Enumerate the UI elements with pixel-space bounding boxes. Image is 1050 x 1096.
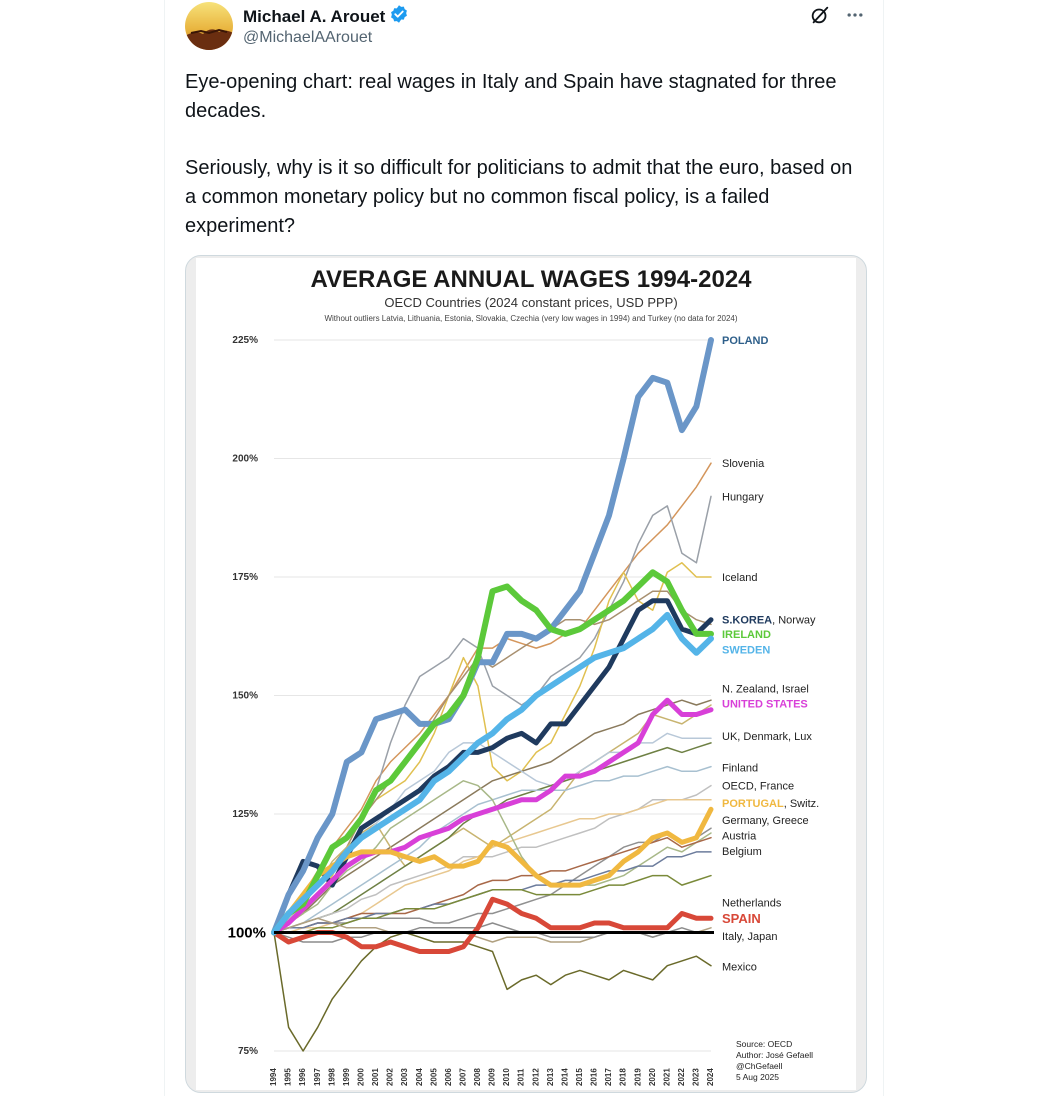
chart-note: Without outliers Latvia, Lithuania, Esto… <box>324 314 737 323</box>
avatar[interactable] <box>185 2 233 50</box>
source-line: Source: OECD <box>736 1039 792 1049</box>
tweet-text: Eye-opening chart: real wages in Italy a… <box>185 68 865 269</box>
grok-icon[interactable] <box>809 4 831 31</box>
series-line-spain <box>271 896 714 954</box>
series-label: IRELAND <box>722 629 771 641</box>
series-label: SWEDEN <box>722 645 770 657</box>
author-name-row: Michael A. Arouet <box>243 4 409 29</box>
series-label: S.KOREA, Norway <box>722 615 816 627</box>
source-line: 5 Aug 2025 <box>736 1072 779 1082</box>
more-icon[interactable] <box>845 5 865 30</box>
x-tick-label: 2004 <box>415 1068 424 1086</box>
series-label-suffix: , Norway <box>772 615 816 627</box>
tweet-paragraph-2: Seriously, why is it so difficult for po… <box>185 157 853 237</box>
y-tick-label: 100% <box>228 925 266 942</box>
x-tick-label: 2003 <box>400 1068 409 1086</box>
x-tick-label: 2012 <box>531 1068 540 1086</box>
author-name[interactable]: Michael A. Arouet <box>243 6 386 26</box>
x-tick-label: 2001 <box>371 1068 380 1086</box>
x-tick-label: 2006 <box>444 1068 453 1086</box>
x-tick-label: 2018 <box>619 1068 628 1086</box>
series-label: Austria <box>722 830 757 842</box>
series-label: Germany, Greece <box>722 815 809 827</box>
series-line-poland <box>271 337 714 936</box>
x-tick-label: 2022 <box>677 1068 686 1086</box>
series-line-ireland <box>271 569 714 936</box>
y-tick-label: 125% <box>232 809 258 820</box>
x-tick-label: 2010 <box>502 1068 511 1086</box>
series-line-netherlands <box>273 874 712 934</box>
x-tick-label: 2020 <box>648 1068 657 1086</box>
x-tick-label: 2007 <box>458 1068 467 1086</box>
tweet-media-chart[interactable]: AVERAGE ANNUAL WAGES 1994-2024 OECD Coun… <box>185 255 867 1093</box>
x-tick-label: 2021 <box>662 1068 671 1086</box>
series-label: Belgium <box>722 846 762 858</box>
author-handle[interactable]: @MichaelAArouet <box>243 29 373 46</box>
series-line-united-states <box>271 697 714 935</box>
y-tick-label: 225% <box>232 335 258 346</box>
x-tick-label: 2008 <box>473 1068 482 1086</box>
series-line-sweden <box>271 611 714 936</box>
chart-series-labels: POLAND Slovenia Hungary Iceland S.KOREA, Nor… <box>722 335 819 974</box>
x-tick-label: 1998 <box>327 1068 336 1086</box>
x-tick-label: 2009 <box>488 1068 497 1086</box>
tweet: Michael A. Arouet @MichaelAArouet Eye-op… <box>164 0 884 1096</box>
y-tick-label: 175% <box>232 572 258 583</box>
series-label: Slovenia <box>722 458 765 470</box>
x-tick-label: 2002 <box>386 1068 395 1086</box>
series-line-n-zealand <box>273 699 712 934</box>
series-label: Mexico <box>722 962 757 974</box>
x-tick-label: 2024 <box>706 1068 715 1086</box>
y-tick-label: 75% <box>238 1046 258 1057</box>
x-tick-label: 1999 <box>342 1068 351 1086</box>
series-label: UNITED STATES <box>722 699 808 711</box>
verified-badge-icon <box>389 4 409 29</box>
chart: AVERAGE ANNUAL WAGES 1994-2024 OECD Coun… <box>196 258 856 1090</box>
source-line: @ChGefaell <box>736 1061 783 1071</box>
x-tick-label: 1994 <box>269 1068 278 1086</box>
x-tick-label: 2023 <box>692 1068 701 1086</box>
chart-y-ticks: 225% 200% 175% 150% 125% 100% 75% <box>228 335 266 1057</box>
x-tick-label: 2019 <box>633 1068 642 1086</box>
series-label: Hungary <box>722 491 764 503</box>
x-tick-label: 1996 <box>298 1068 307 1086</box>
tweet-paragraph-1: Eye-opening chart: real wages in Italy a… <box>185 71 837 122</box>
x-tick-label: 2005 <box>429 1068 438 1086</box>
x-tick-label: 2000 <box>357 1068 366 1086</box>
x-tick-label: 2013 <box>546 1068 555 1086</box>
series-label-suffix: , Switz. <box>784 798 819 810</box>
series-label: Netherlands <box>722 898 782 910</box>
x-tick-label: 2014 <box>560 1068 569 1086</box>
y-tick-label: 200% <box>232 454 258 465</box>
series-label: Iceland <box>722 572 757 584</box>
tweet-actions-top <box>809 4 865 31</box>
chart-subtitle: OECD Countries (2024 constant prices, US… <box>384 295 677 310</box>
x-tick-label: 2016 <box>590 1068 599 1086</box>
series-label: N. Zealand, Israel <box>722 683 809 695</box>
series-line-mexico <box>273 931 712 1052</box>
source-line: Author: José Gefaell <box>736 1050 813 1060</box>
series-label: OECD, France <box>722 781 794 793</box>
chart-series <box>271 337 714 1052</box>
series-label: POLAND <box>722 335 769 347</box>
x-tick-label: 2011 <box>517 1068 526 1086</box>
x-tick-label: 1997 <box>313 1068 322 1086</box>
series-label: SPAIN <box>722 911 761 926</box>
series-label: PORTUGAL, Switz. <box>722 798 819 810</box>
x-tick-label: 2017 <box>604 1068 613 1086</box>
x-tick-label: 2015 <box>575 1068 584 1086</box>
series-line-slovenia <box>273 462 712 934</box>
y-tick-label: 150% <box>232 691 258 702</box>
chart-x-ticks: 1994 1995 1996 1997 1998 1999 2000 2001 2002 2003… <box>269 1068 715 1086</box>
series-label: UK, Denmark, Lux <box>722 731 812 743</box>
chart-title: AVERAGE ANNUAL WAGES 1994-2024 <box>310 266 752 293</box>
chart-background <box>196 258 856 1090</box>
chart-gridlines <box>274 339 711 1052</box>
x-tick-label: 1995 <box>284 1068 293 1086</box>
series-label: Finland <box>722 763 758 775</box>
series-label: Italy, Japan <box>722 931 777 943</box>
